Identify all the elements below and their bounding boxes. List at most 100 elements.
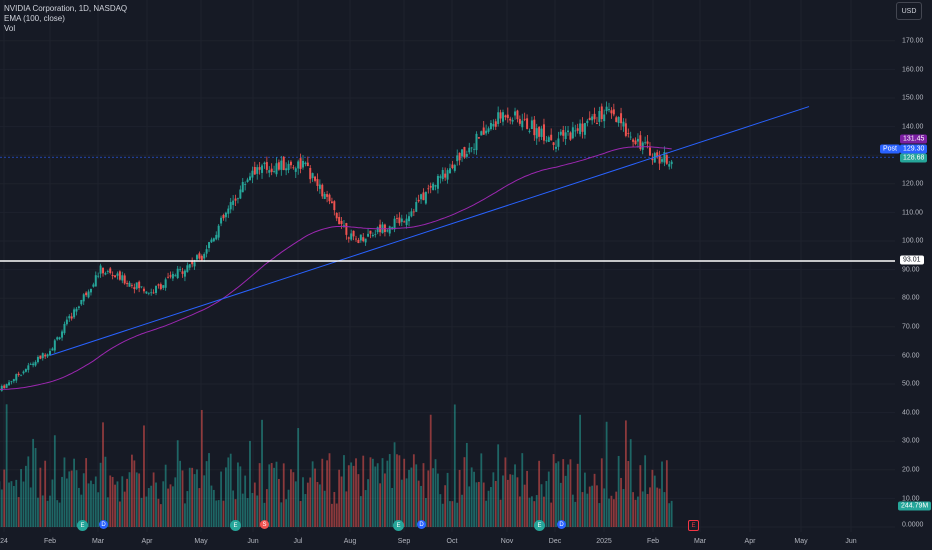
time-axis-label: Jun: [247, 538, 259, 545]
time-axis-label: 2025: [596, 538, 612, 545]
volume-value-tag: 244.79M: [898, 501, 932, 511]
volume-bar: [670, 500, 673, 527]
candle-body: [600, 106, 603, 120]
candle-body: [215, 234, 218, 240]
price-axis-label: 10.00: [902, 495, 920, 503]
volume-bar: [333, 492, 336, 527]
event-marker[interactable]: D: [557, 520, 566, 529]
candle-body: [330, 201, 333, 204]
candle-body: [434, 185, 437, 187]
symbol-title[interactable]: NVIDIA Corporation, 1D, NASDAQ: [4, 4, 128, 13]
candle-body: [646, 141, 649, 144]
volume-bar: [417, 480, 420, 527]
time-axis-label: Jul: [293, 538, 303, 545]
event-marker[interactable]: E: [393, 520, 404, 531]
volume-bar: [294, 481, 297, 527]
candle-body: [555, 146, 557, 149]
candle-body: [92, 284, 95, 287]
event-marker[interactable]: D: [99, 520, 108, 529]
currency-button[interactable]: USD: [896, 2, 922, 20]
volume-bar: [468, 486, 471, 527]
candle-body: [518, 118, 521, 124]
volume-bar: [58, 502, 61, 527]
volume-bar: [492, 472, 495, 527]
volume-bar: [326, 460, 328, 527]
candle-body: [220, 217, 223, 224]
volume-legend[interactable]: Vol: [4, 24, 16, 33]
price-axis-label: 170.00: [902, 37, 924, 45]
candle-body: [547, 137, 550, 142]
volume-bar: [133, 460, 136, 527]
candle-body: [530, 120, 533, 130]
ema-legend[interactable]: EMA (100, close): [4, 14, 65, 23]
volume-bar: [461, 494, 463, 527]
volume-bar: [251, 492, 254, 527]
candle-body: [509, 118, 512, 121]
volume-bar: [118, 501, 121, 527]
volume-bar: [104, 456, 107, 527]
event-marker[interactable]: D: [417, 520, 426, 529]
volume-bar: [220, 471, 222, 527]
candle-body: [355, 238, 358, 240]
candle-body: [620, 113, 623, 124]
volume-bar: [53, 435, 56, 527]
candle-body: [159, 284, 162, 290]
candle-body: [138, 281, 141, 289]
candle-body: [429, 185, 432, 188]
volume-bar: [49, 495, 51, 527]
volume-bar: [545, 481, 548, 527]
candle-body: [248, 176, 251, 181]
event-marker[interactable]: E: [688, 520, 699, 531]
volume-bar: [487, 490, 490, 527]
volume-bar: [155, 482, 157, 527]
volume-bar: [318, 484, 321, 527]
volume-bar: [658, 488, 661, 527]
candle-body: [617, 116, 620, 123]
volume-bar: [352, 465, 355, 527]
candle-body: [610, 110, 613, 114]
volume-bar: [306, 482, 309, 527]
candle-body: [615, 117, 618, 122]
volume-bar: [403, 458, 406, 527]
event-marker[interactable]: E: [230, 520, 241, 531]
candle-body: [304, 162, 307, 165]
candle-body: [477, 137, 480, 139]
volume-bar: [169, 484, 172, 527]
volume-bar: [20, 469, 22, 527]
volume-bar: [540, 484, 543, 527]
candle-body: [5, 384, 8, 388]
candle-body: [338, 216, 341, 225]
volume-bar: [526, 470, 528, 527]
candle-body: [183, 270, 186, 277]
candle-body: [335, 213, 338, 219]
candle-body: [665, 155, 668, 164]
volume-bar: [208, 453, 210, 527]
candle-body: [181, 271, 184, 274]
event-marker[interactable]: E: [534, 520, 545, 531]
volume-bar: [665, 460, 668, 527]
candle-body: [232, 200, 235, 205]
candle-body: [456, 155, 459, 162]
volume-bar: [629, 439, 632, 527]
volume-bar: [87, 483, 90, 527]
volume-bar: [453, 404, 456, 527]
volume-bar: [203, 475, 206, 527]
candle-body: [58, 337, 61, 340]
candle-body: [369, 230, 372, 234]
volume-bar: [624, 420, 627, 527]
candle-body: [287, 163, 290, 171]
event-marker[interactable]: E: [77, 520, 88, 531]
candle-body: [34, 361, 37, 366]
volume-bar: [593, 473, 596, 527]
volume-bar: [504, 457, 507, 527]
candle-body: [224, 212, 227, 218]
event-marker[interactable]: S: [260, 520, 269, 529]
volume-bar: [646, 493, 649, 527]
volume-bar: [651, 469, 654, 527]
candle-body: [73, 309, 76, 318]
candle-body: [99, 265, 102, 274]
volume-bar: [427, 470, 430, 527]
candle-body: [444, 173, 447, 178]
